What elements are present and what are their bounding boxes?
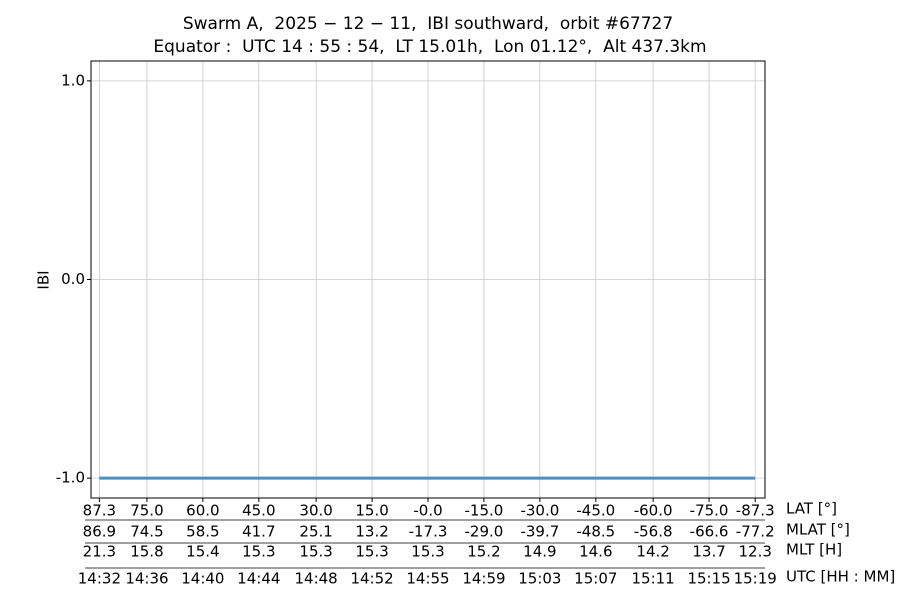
x-tick-label: 12.3 xyxy=(739,543,772,561)
x-tick-label: 75.0 xyxy=(130,502,163,520)
x-tick-label: 30.0 xyxy=(299,502,332,520)
grid xyxy=(91,61,765,498)
x-tick-label: 15.3 xyxy=(242,543,275,561)
x-tick-label: -29.0 xyxy=(465,523,504,541)
x-tick-label: 14.9 xyxy=(523,543,556,561)
x-tick-label: 14.6 xyxy=(579,543,612,561)
x-tick-label: 15.3 xyxy=(411,543,444,561)
x-tick-label: 14:32 xyxy=(78,570,121,588)
x-tick-label: -17.3 xyxy=(409,523,448,541)
x-tick-label: 58.5 xyxy=(186,523,219,541)
x-tick-label: -30.0 xyxy=(520,502,559,520)
x-tick-label: 15.3 xyxy=(355,543,388,561)
x-tick-label: 41.7 xyxy=(242,523,275,541)
chart-subtitle: Equator : UTC 14 : 55 : 54, LT 15.01h, L… xyxy=(153,37,706,57)
x-tick-label: -45.0 xyxy=(576,502,615,520)
x-tick-label: -75.0 xyxy=(690,502,729,520)
y-tick-label: 0.0 xyxy=(61,270,85,288)
x-tick-label: 15.3 xyxy=(299,543,332,561)
y-axis-label: IBI xyxy=(35,270,53,289)
x-tick-label: 15:03 xyxy=(518,570,561,588)
x-tick-label: 15:19 xyxy=(734,570,777,588)
x-tick-label: 15:15 xyxy=(687,570,730,588)
row-label: LAT [°] xyxy=(786,500,837,518)
x-tick-label: 15.4 xyxy=(186,543,219,561)
x-tick-label: 15:11 xyxy=(632,570,675,588)
x-tick-label: 15.2 xyxy=(467,543,500,561)
x-tick-label: 15.8 xyxy=(130,543,163,561)
x-tick-label: 14:36 xyxy=(125,570,168,588)
x-tick-label: -48.5 xyxy=(576,523,615,541)
x-tick-label: 14:40 xyxy=(181,570,224,588)
x-tick-label: 14:44 xyxy=(237,570,280,588)
x-tick-label: 13.2 xyxy=(355,523,388,541)
x-tick-label: -60.0 xyxy=(634,502,673,520)
row-label: MLT [H] xyxy=(786,541,842,559)
x-tick-label: 87.3 xyxy=(83,502,116,520)
x-tick-label: -0.0 xyxy=(413,502,442,520)
y-tick-label: -1.0 xyxy=(56,469,85,487)
x-tick-label: 14.2 xyxy=(636,543,669,561)
y-tick-label: 1.0 xyxy=(61,71,85,89)
x-tick-label: -87.3 xyxy=(736,502,775,520)
x-tick-label: 15.0 xyxy=(355,502,388,520)
x-tick-label: 14:52 xyxy=(350,570,393,588)
x-tick-label: 13.7 xyxy=(692,543,725,561)
x-tick-label: 45.0 xyxy=(242,502,275,520)
x-tick-label: -77.2 xyxy=(736,523,775,541)
row-label: MLAT [°] xyxy=(786,521,850,539)
chart-title: Swarm A, 2025 − 12 − 11, IBI southward, … xyxy=(183,14,673,34)
x-tick-label: 21.3 xyxy=(83,543,116,561)
x-tick-label: 74.5 xyxy=(130,523,163,541)
x-tick-label: 25.1 xyxy=(299,523,332,541)
x-tick-label: 60.0 xyxy=(186,502,219,520)
x-tick-label: -39.7 xyxy=(520,523,559,541)
x-tick-label: 15:07 xyxy=(574,570,617,588)
x-tick-label: -66.6 xyxy=(690,523,729,541)
x-tick-label: -15.0 xyxy=(465,502,504,520)
x-tick-label: 14:59 xyxy=(462,570,505,588)
x-tick-label: -56.8 xyxy=(634,523,673,541)
x-tick-label: 86.9 xyxy=(83,523,116,541)
x-tick-label: 14:48 xyxy=(295,570,338,588)
x-tick-label: 14:55 xyxy=(406,570,449,588)
row-label: UTC [HH : MM] xyxy=(786,568,895,586)
